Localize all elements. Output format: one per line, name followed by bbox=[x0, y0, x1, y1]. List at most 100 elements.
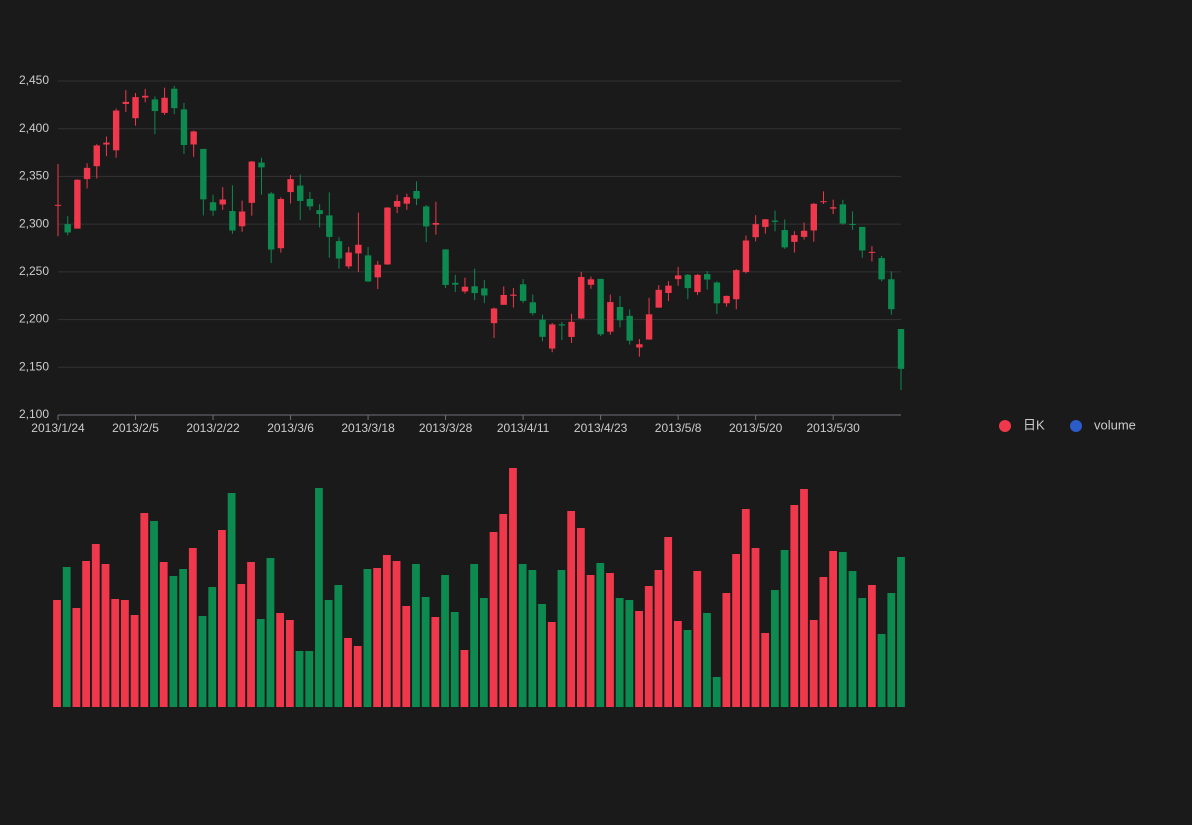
candle-body bbox=[742, 240, 750, 273]
candle-body bbox=[83, 167, 91, 180]
candle-body bbox=[161, 97, 168, 113]
volume-bar bbox=[111, 599, 120, 707]
legend-label[interactable]: 日K bbox=[1023, 417, 1045, 432]
volume-bar bbox=[247, 562, 255, 707]
candle-body bbox=[839, 204, 847, 224]
volume-bar bbox=[887, 593, 896, 707]
candle-body bbox=[481, 288, 488, 296]
volume-bar bbox=[373, 568, 382, 707]
candle-body bbox=[704, 274, 711, 280]
volume-bar bbox=[654, 570, 663, 707]
volume-bar bbox=[353, 646, 362, 707]
candle-body bbox=[190, 131, 197, 145]
volume-bar bbox=[82, 561, 91, 707]
volume-bar bbox=[751, 548, 760, 707]
volume-bar bbox=[867, 585, 876, 707]
candle-body bbox=[403, 197, 411, 204]
volume-bar bbox=[732, 554, 740, 707]
volume-bar bbox=[188, 548, 197, 707]
volume-bar bbox=[324, 600, 333, 707]
volume-bar bbox=[479, 598, 488, 707]
volume-bar bbox=[402, 606, 411, 707]
volume-bar bbox=[838, 552, 847, 707]
candle-body bbox=[878, 258, 885, 280]
volume-bar bbox=[412, 564, 420, 707]
volume-bar bbox=[576, 528, 585, 707]
volume-bar bbox=[538, 604, 546, 707]
y-tick-label: 2,350 bbox=[19, 169, 49, 183]
volume-bar bbox=[121, 600, 129, 707]
volume-bar bbox=[673, 621, 682, 707]
candle-body bbox=[694, 274, 701, 293]
volume-bar bbox=[450, 612, 459, 707]
volume-bar bbox=[819, 577, 828, 707]
x-tick-label: 2013/3/18 bbox=[341, 421, 395, 435]
candle-body bbox=[326, 215, 333, 237]
candle-body bbox=[597, 278, 604, 335]
candle-body bbox=[229, 211, 236, 231]
candle-body bbox=[258, 162, 265, 168]
candle-body bbox=[771, 220, 779, 222]
candle-body bbox=[674, 275, 682, 280]
candle-body bbox=[568, 321, 575, 337]
volume-bar bbox=[295, 651, 304, 707]
x-tick-label: 2013/3/6 bbox=[267, 421, 314, 435]
volume-bar bbox=[518, 564, 527, 707]
candle-body bbox=[132, 97, 139, 119]
candle-body bbox=[762, 219, 769, 227]
candle-body bbox=[645, 314, 653, 340]
candle-body bbox=[859, 226, 866, 251]
x-tick-label: 2013/3/28 bbox=[419, 421, 473, 435]
candle-body bbox=[500, 294, 507, 305]
x-tick-label: 2013/5/20 bbox=[729, 421, 783, 435]
candle-body bbox=[849, 223, 856, 225]
volume-bar bbox=[683, 630, 692, 707]
candle-body bbox=[277, 199, 285, 249]
candle-body bbox=[335, 241, 343, 259]
volume-bar bbox=[499, 514, 508, 707]
volume-bar bbox=[897, 557, 905, 707]
volume-bar bbox=[218, 530, 226, 707]
candle-body bbox=[655, 289, 662, 308]
volume-bar bbox=[140, 513, 149, 707]
volume-bar bbox=[489, 532, 498, 707]
volume-bar bbox=[237, 584, 246, 707]
volume-bar bbox=[625, 600, 634, 707]
volume-bar bbox=[722, 593, 731, 707]
y-tick-label: 2,100 bbox=[19, 407, 49, 421]
y-tick-label: 2,200 bbox=[19, 312, 49, 326]
y-tick-label: 2,300 bbox=[19, 216, 49, 230]
volume-bar bbox=[664, 537, 673, 707]
candle-body bbox=[868, 251, 876, 253]
x-tick-label: 2013/2/22 bbox=[186, 421, 240, 435]
volume-bar bbox=[557, 570, 566, 707]
volume-bar bbox=[382, 555, 391, 707]
volume-bar bbox=[606, 573, 614, 707]
volume-bar bbox=[227, 493, 236, 707]
candle-body bbox=[74, 179, 81, 229]
volume-bar bbox=[829, 551, 837, 707]
volume-bar bbox=[800, 489, 808, 707]
legend-marker[interactable] bbox=[1070, 420, 1082, 432]
volume-bar bbox=[615, 598, 624, 707]
volume-bar bbox=[285, 620, 294, 707]
volume-bar bbox=[712, 677, 721, 707]
volume-bar bbox=[344, 638, 352, 707]
candle-body bbox=[267, 193, 275, 250]
legend-marker[interactable] bbox=[999, 420, 1011, 432]
candle-body bbox=[442, 249, 449, 285]
legend-label[interactable]: volume bbox=[1094, 417, 1136, 432]
candle-body bbox=[461, 286, 469, 292]
candle-body bbox=[519, 284, 527, 301]
volume-bar bbox=[62, 567, 71, 707]
volume-bar bbox=[421, 597, 430, 707]
candle-body bbox=[297, 185, 304, 201]
volume-bar bbox=[644, 586, 653, 707]
candle-body bbox=[558, 324, 566, 326]
volume-bar bbox=[596, 563, 605, 707]
volume-bar bbox=[858, 598, 867, 707]
candle-body bbox=[810, 203, 817, 231]
volume-bar bbox=[159, 562, 168, 707]
candle-body bbox=[64, 224, 71, 233]
